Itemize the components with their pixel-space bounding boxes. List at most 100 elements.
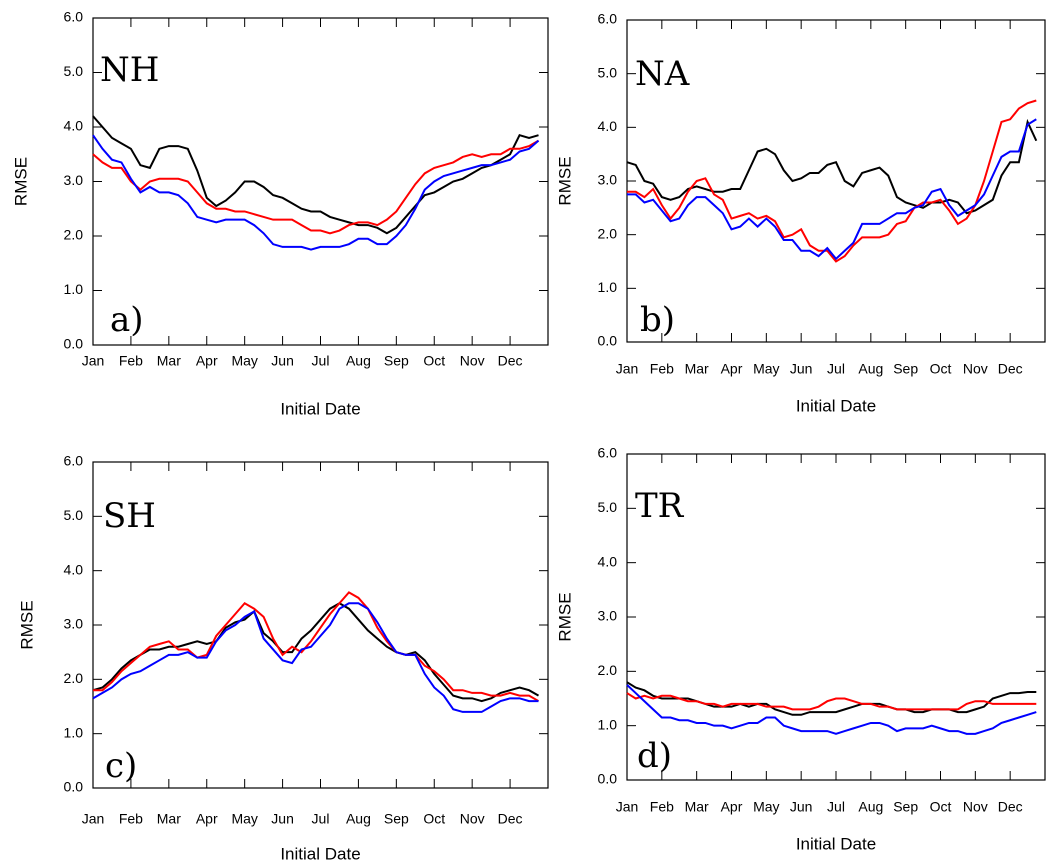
y-tick-label: 1.0 bbox=[598, 279, 618, 295]
x-tick-label: Aug bbox=[858, 361, 883, 377]
y-tick-label: 3.0 bbox=[64, 616, 84, 632]
y-tick-label: 2.0 bbox=[64, 227, 84, 243]
x-tick-label: Sep bbox=[893, 799, 918, 815]
panel-label: c) bbox=[105, 746, 137, 786]
data-line bbox=[626, 684, 1037, 735]
panel-title: SH bbox=[103, 496, 156, 536]
x-tick-label: Feb bbox=[650, 361, 674, 377]
y-tick-label: 0.0 bbox=[598, 771, 618, 787]
y-tick-label: 0.0 bbox=[598, 333, 618, 349]
panel-label: b) bbox=[640, 300, 675, 340]
y-tick-label: 2.0 bbox=[64, 670, 84, 686]
data-line bbox=[627, 118, 1037, 261]
y-axis-label: RMSE bbox=[555, 156, 574, 205]
x-tick-label: Aug bbox=[858, 799, 883, 815]
x-tick-label: Sep bbox=[893, 361, 918, 377]
x-tick-label: Jan bbox=[82, 353, 105, 369]
x-tick-label: Nov bbox=[460, 353, 485, 369]
x-axis-label: Initial Date bbox=[280, 399, 360, 418]
x-tick-label: May bbox=[231, 811, 257, 827]
y-tick-label: 5.0 bbox=[64, 63, 84, 79]
x-tick-label: Apr bbox=[196, 353, 218, 369]
y-tick-label: 1.0 bbox=[64, 281, 84, 297]
x-tick-label: Jan bbox=[82, 811, 105, 827]
data-line bbox=[92, 139, 540, 235]
y-tick-label: 4.0 bbox=[64, 561, 84, 577]
y-tick-label: 5.0 bbox=[598, 64, 618, 80]
panel-title: NA bbox=[635, 54, 690, 94]
x-tick-label: Nov bbox=[460, 811, 485, 827]
x-tick-label: Jun bbox=[271, 811, 294, 827]
x-axis-label: Initial Date bbox=[796, 396, 876, 415]
x-tick-label: Jun bbox=[271, 353, 294, 369]
y-tick-label: 6.0 bbox=[64, 9, 84, 25]
x-tick-label: Jul bbox=[312, 811, 330, 827]
plot-frame bbox=[92, 461, 549, 789]
x-tick-label: Feb bbox=[650, 799, 674, 815]
y-tick-label: 3.0 bbox=[598, 172, 618, 188]
data-line bbox=[627, 99, 1037, 263]
x-tick-label: Sep bbox=[384, 353, 409, 369]
y-tick-label: 6.0 bbox=[598, 445, 618, 461]
x-tick-label: Feb bbox=[119, 811, 143, 827]
data-line bbox=[92, 602, 539, 713]
y-tick-label: 1.0 bbox=[64, 724, 84, 740]
y-tick-label: 4.0 bbox=[64, 118, 84, 134]
x-tick-label: Apr bbox=[196, 811, 218, 827]
x-tick-label: Oct bbox=[930, 361, 952, 377]
x-tick-label: Oct bbox=[423, 353, 445, 369]
data-line bbox=[93, 591, 540, 702]
data-line bbox=[92, 134, 540, 251]
x-tick-label: Apr bbox=[721, 361, 743, 377]
y-tick-label: 5.0 bbox=[64, 507, 84, 523]
x-tick-label: Jun bbox=[790, 799, 813, 815]
x-tick-label: May bbox=[231, 353, 257, 369]
x-tick-label: Feb bbox=[119, 353, 143, 369]
y-tick-label: 3.0 bbox=[64, 172, 84, 188]
y-tick-label: 1.0 bbox=[598, 716, 618, 732]
data-line bbox=[626, 692, 1037, 711]
x-tick-label: Apr bbox=[721, 799, 743, 815]
x-tick-label: Oct bbox=[423, 811, 445, 827]
plot-frame bbox=[626, 19, 1046, 343]
x-tick-label: Jan bbox=[616, 799, 639, 815]
x-tick-label: Dec bbox=[998, 799, 1023, 815]
x-tick-label: Nov bbox=[963, 361, 988, 377]
y-tick-label: 2.0 bbox=[598, 662, 618, 678]
x-tick-label: Jan bbox=[616, 361, 639, 377]
x-tick-label: Jun bbox=[790, 361, 813, 377]
x-tick-label: Mar bbox=[157, 811, 181, 827]
x-tick-label: Aug bbox=[346, 353, 371, 369]
panel-title: NH bbox=[100, 50, 159, 90]
y-tick-label: 0.0 bbox=[64, 336, 84, 352]
y-axis-label: RMSE bbox=[555, 592, 574, 641]
data-line bbox=[626, 118, 1038, 215]
y-tick-label: 5.0 bbox=[598, 499, 618, 515]
x-tick-label: Aug bbox=[346, 811, 371, 827]
panel-label: d) bbox=[637, 736, 672, 776]
data-line bbox=[626, 681, 1037, 716]
y-tick-label: 0.0 bbox=[64, 779, 84, 795]
x-axis-label: Initial Date bbox=[280, 844, 360, 863]
x-tick-label: Sep bbox=[384, 811, 409, 827]
y-axis-label: RMSE bbox=[17, 600, 36, 649]
panel-title: TR bbox=[635, 486, 685, 526]
x-axis-label: Initial Date bbox=[796, 834, 876, 853]
x-tick-label: Mar bbox=[685, 799, 709, 815]
y-tick-label: 6.0 bbox=[64, 453, 84, 469]
x-tick-label: Jul bbox=[312, 353, 330, 369]
x-tick-label: Dec bbox=[998, 361, 1023, 377]
y-tick-label: 3.0 bbox=[598, 608, 618, 624]
y-tick-label: 4.0 bbox=[598, 118, 618, 134]
y-tick-label: 4.0 bbox=[598, 553, 618, 569]
plot-frame bbox=[92, 17, 549, 346]
y-tick-label: 2.0 bbox=[598, 225, 618, 241]
y-tick-label: 6.0 bbox=[598, 11, 618, 27]
panel-label: a) bbox=[110, 300, 144, 340]
data-line bbox=[92, 115, 539, 235]
x-tick-label: Dec bbox=[498, 353, 523, 369]
x-tick-label: Nov bbox=[963, 799, 988, 815]
x-tick-label: Oct bbox=[930, 799, 952, 815]
x-tick-label: Mar bbox=[157, 353, 181, 369]
